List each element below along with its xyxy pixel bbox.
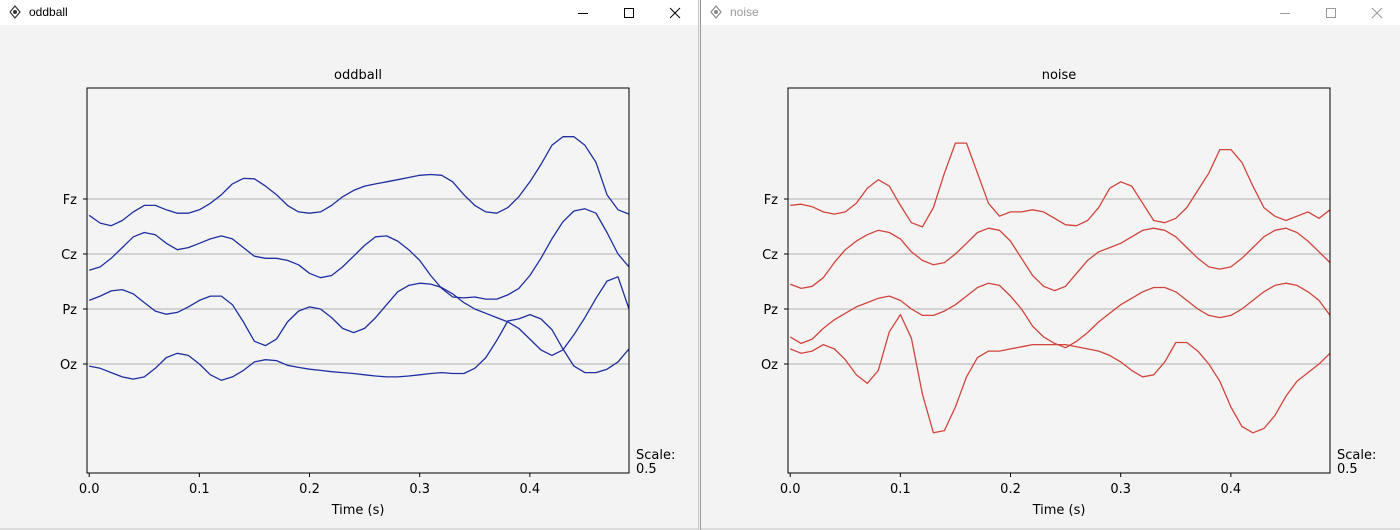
- trace-fz: [790, 142, 1331, 228]
- chart-title: oddball: [334, 68, 382, 83]
- axes-frame: [86, 87, 630, 474]
- maximize-icon: [624, 7, 634, 18]
- x-tick-label: 0.2: [299, 482, 320, 497]
- trace-cz: [89, 208, 630, 300]
- trace-fz: [88, 136, 630, 227]
- oddball-titlebar[interactable]: oddball: [0, 0, 698, 25]
- x-axis-label: Time (s): [331, 503, 385, 518]
- minimize-icon: [1280, 12, 1290, 14]
- maximize-icon: [1326, 7, 1336, 18]
- plot-area: [788, 88, 1330, 473]
- scale-label: Scale:: [1337, 448, 1376, 463]
- close-button[interactable]: [1354, 0, 1400, 25]
- noise-window: noise Fz Cz Pz Oz 0.0 0.1 0.2 0.3 0.4 noise Time (…: [700, 0, 1400, 530]
- x-tick-label: 0.4: [1221, 482, 1242, 497]
- window-title: oddball: [29, 5, 68, 19]
- noise-plot: Fz Cz Pz Oz 0.0 0.1 0.2 0.3 0.4 noise Time (s) Scal…: [761, 68, 1376, 518]
- trace-cz: [789, 227, 1331, 292]
- minimize-button[interactable]: [1262, 0, 1308, 25]
- chart-title: noise: [1042, 68, 1077, 83]
- y-tick-label: Cz: [61, 248, 77, 263]
- trace-oz: [89, 313, 630, 381]
- y-tick-label: Oz: [60, 358, 77, 373]
- maximize-button[interactable]: [606, 0, 652, 25]
- app-icon: [9, 5, 21, 19]
- x-tick-label: 0.1: [890, 482, 911, 497]
- minimize-button[interactable]: [560, 0, 606, 25]
- trace-oz: [789, 313, 1331, 434]
- x-tick-label: 0.0: [780, 482, 801, 497]
- trace-pz: [789, 282, 1331, 349]
- close-button[interactable]: [652, 0, 698, 25]
- scale-value: 0.5: [1337, 462, 1358, 477]
- y-tick-label: Cz: [762, 248, 778, 263]
- x-tick-label: 0.3: [1110, 482, 1131, 497]
- x-tick-label: 0.3: [409, 482, 430, 497]
- x-tick-label: 0.0: [79, 482, 100, 497]
- maximize-button[interactable]: [1308, 0, 1354, 25]
- oddball-window: oddball Fz Cz Pz Oz 0.0 0.1 0.2 0.3 0.4 oddball Ti…: [0, 0, 699, 530]
- oddball-plot: Fz Cz Pz Oz 0.0 0.1 0.2 0.3 0.4 oddball Time (s) Sc…: [60, 68, 675, 518]
- window-bottom-edge: [701, 528, 1400, 530]
- plot-area: [87, 88, 629, 473]
- close-icon: [669, 7, 681, 18]
- y-tick-label: Oz: [761, 358, 778, 373]
- x-tick-label: 0.1: [189, 482, 210, 497]
- x-axis-label: Time (s): [1032, 503, 1086, 518]
- window-bottom-edge: [0, 528, 698, 530]
- scale-value: 0.5: [636, 462, 657, 477]
- x-tick-label: 0.4: [520, 482, 541, 497]
- y-tick-label: Fz: [63, 193, 77, 208]
- y-tick-label: Pz: [763, 303, 778, 318]
- app-icon: [710, 5, 722, 19]
- scale-label: Scale:: [636, 448, 675, 463]
- close-icon: [1371, 7, 1383, 18]
- axes-frame: [787, 87, 1331, 474]
- trace-pz: [88, 276, 630, 357]
- minimize-icon: [578, 12, 588, 14]
- y-tick-label: Fz: [764, 193, 778, 208]
- window-title: noise: [730, 5, 759, 19]
- x-tick-label: 0.2: [1000, 482, 1021, 497]
- y-tick-label: Pz: [62, 303, 77, 318]
- noise-titlebar[interactable]: noise: [701, 0, 1400, 25]
